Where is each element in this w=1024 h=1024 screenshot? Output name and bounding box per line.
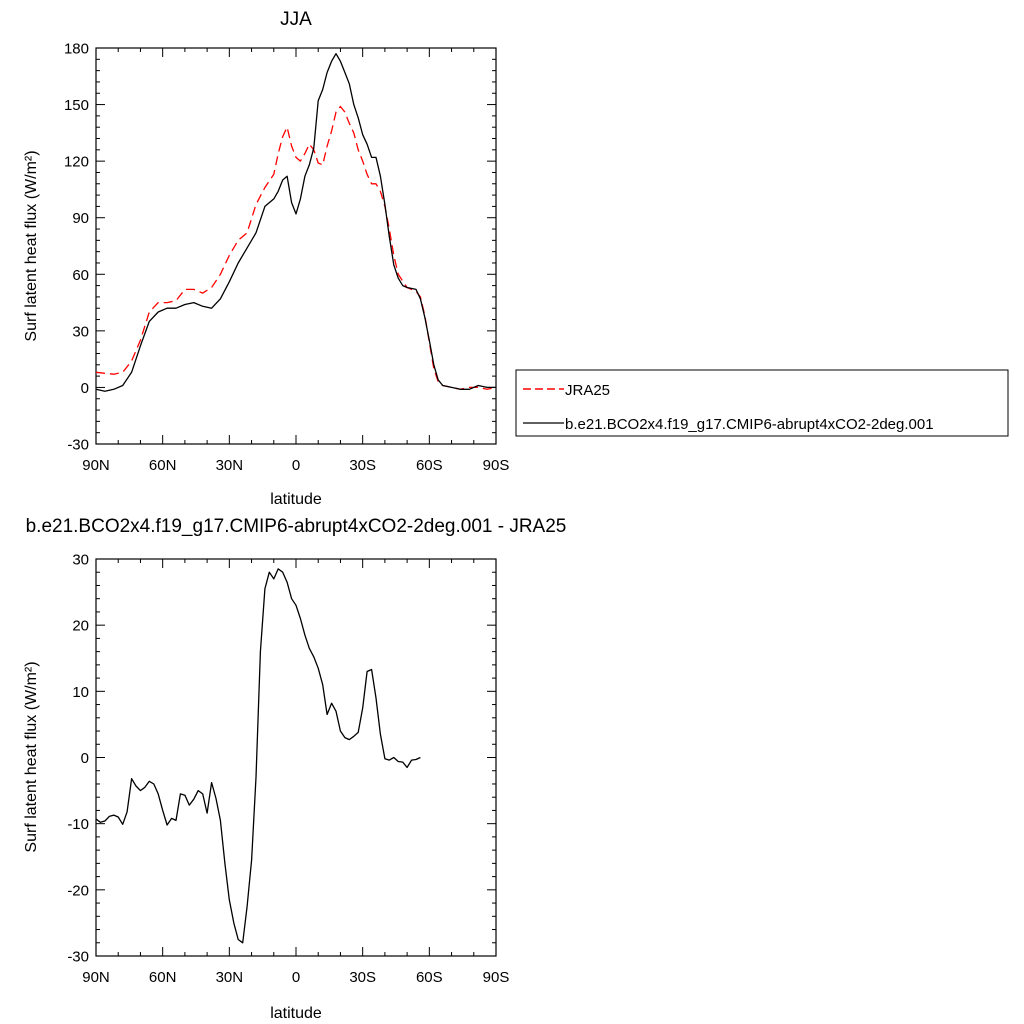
xtick-label: 30S xyxy=(349,457,376,474)
top-series xyxy=(95,53,497,392)
legend-box xyxy=(515,369,1009,437)
legend-label-jra25: JRA25 xyxy=(565,382,610,399)
ytick-label: 120 xyxy=(64,154,89,171)
top-ylabel: Surf latent heat flux (W/m²) xyxy=(23,150,40,341)
series-line-jra25 xyxy=(95,105,497,390)
ytick-label: -30 xyxy=(67,437,89,454)
xtick-label: 60S xyxy=(416,969,443,986)
bottom-xtick-labels: 90N 60N 30N 0 30S 60S 90S xyxy=(82,969,509,986)
top-panel: JJA -30 0 30 60 90 120 150 180 90N 60N 30N 0 30S 60S… xyxy=(23,9,509,508)
legend-label-model: b.e21.BCO2x4.f19_g17.CMIP6-abrupt4xCO2-2… xyxy=(565,416,934,433)
xtick-label: 60N xyxy=(149,969,177,986)
xtick-label: 60N xyxy=(149,457,177,474)
xtick-label: 30N xyxy=(216,457,244,474)
top-ticks xyxy=(95,47,497,445)
xtick-label: 90N xyxy=(82,457,110,474)
ytick-label: 10 xyxy=(72,684,89,701)
bottom-title: b.e21.BCO2x4.f19_g17.CMIP6-abrupt4xCO2-2… xyxy=(26,516,567,537)
top-ytick-labels: -30 0 30 60 90 120 150 180 xyxy=(64,41,89,454)
top-xtick-labels: 90N 60N 30N 0 30S 60S 90S xyxy=(82,457,509,474)
bottom-ylabel: Surf latent heat flux (W/m²) xyxy=(23,661,40,852)
ytick-label: -20 xyxy=(67,882,89,899)
bottom-xlabel: latitude xyxy=(270,1005,322,1022)
bottom-plot-frame xyxy=(95,558,497,957)
xtick-label: 60S xyxy=(416,457,443,474)
bottom-ytick-labels: -30 -20 -10 0 10 20 30 xyxy=(67,552,89,966)
ytick-label: 30 xyxy=(72,552,89,569)
bottom-panel: b.e21.BCO2x4.f19_g17.CMIP6-abrupt4xCO2-2… xyxy=(23,516,566,1022)
ytick-label: 0 xyxy=(81,380,89,397)
xtick-label: 0 xyxy=(292,457,300,474)
top-title: JJA xyxy=(280,9,312,30)
ytick-label: 30 xyxy=(72,323,89,340)
ytick-label: 150 xyxy=(64,97,89,114)
xtick-label: 30S xyxy=(349,969,376,986)
ytick-label: -30 xyxy=(67,949,89,966)
series-line-b-e21-bco2x4-f19-g17-cmip6-abrupt4xco2-2deg-001 xyxy=(95,53,496,392)
xtick-label: 30N xyxy=(216,969,244,986)
top-xlabel: latitude xyxy=(270,491,322,508)
xtick-label: 0 xyxy=(292,969,300,986)
ytick-label: 20 xyxy=(72,618,89,635)
ytick-label: -10 xyxy=(67,816,89,833)
bottom-series xyxy=(95,568,421,944)
ytick-label: 90 xyxy=(72,210,89,227)
legend: JRA25 b.e21.BCO2x4.f19_g17.CMIP6-abrupt4… xyxy=(515,369,1009,437)
ytick-label: 180 xyxy=(64,41,89,58)
xtick-label: 90S xyxy=(483,457,510,474)
bottom-ticks xyxy=(95,558,497,957)
top-plot-frame xyxy=(95,47,497,445)
xtick-label: 90S xyxy=(483,969,510,986)
xtick-label: 90N xyxy=(82,969,110,986)
series-line-difference xyxy=(95,568,421,944)
ytick-label: 60 xyxy=(72,267,89,284)
ytick-label: 0 xyxy=(81,750,89,767)
